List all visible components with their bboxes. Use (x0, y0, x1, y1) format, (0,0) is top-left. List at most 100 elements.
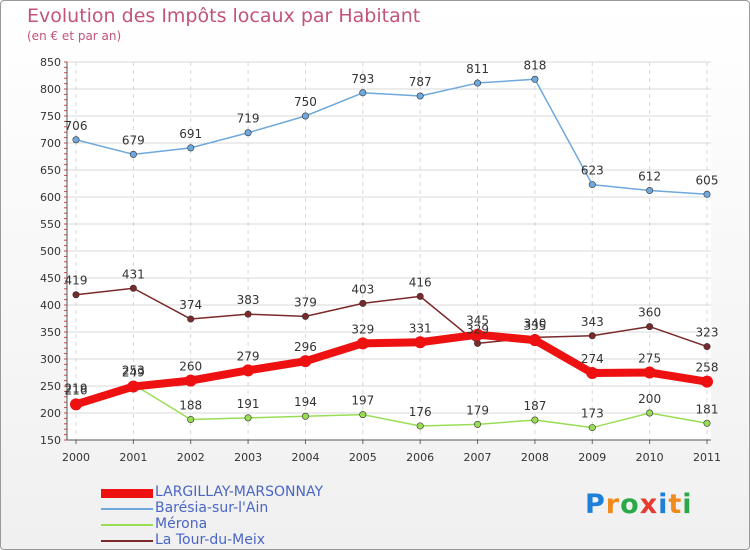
data-point (242, 364, 255, 377)
data-label: 419 (65, 274, 88, 288)
logo-letter: i (658, 489, 669, 520)
x-tick-label: 2005 (349, 451, 377, 464)
data-point (72, 291, 80, 299)
data-point (646, 409, 654, 417)
data-point (531, 416, 539, 424)
y-tick-label: 400 (40, 299, 61, 312)
data-point (301, 312, 309, 320)
data-point (703, 343, 711, 351)
data-point (244, 129, 252, 137)
logo-letter: P (585, 489, 606, 520)
data-label: 279 (237, 349, 260, 363)
legend-swatch (101, 488, 153, 498)
data-label: 188 (179, 398, 202, 412)
x-tick-label: 2006 (406, 451, 434, 464)
chart-subtitle: (en € et par an) (27, 29, 122, 43)
data-label: 260 (179, 360, 202, 374)
data-label: 793 (351, 72, 374, 86)
proxiti-logo: Proxiti (585, 489, 693, 520)
y-tick-label: 200 (40, 407, 61, 420)
data-label: 173 (581, 407, 604, 421)
data-point (474, 420, 482, 428)
data-label: 605 (696, 173, 719, 187)
data-label: 335 (523, 319, 546, 333)
x-tick-label: 2007 (464, 451, 492, 464)
x-tick-label: 2002 (177, 451, 205, 464)
data-label: 329 (351, 322, 374, 336)
data-label: 253 (122, 363, 145, 377)
data-point (184, 374, 197, 387)
data-label: 343 (581, 315, 604, 329)
data-label: 383 (237, 293, 260, 307)
data-point (646, 187, 654, 195)
data-point (531, 75, 539, 83)
logo-letter: r (605, 489, 621, 520)
legend-swatch (101, 524, 153, 526)
data-label: 340 (523, 316, 546, 330)
data-label: 818 (523, 58, 546, 72)
data-point (301, 112, 309, 120)
data-point (187, 315, 195, 323)
data-label: 179 (466, 403, 489, 417)
data-label: 374 (179, 298, 202, 312)
data-label: 331 (409, 321, 432, 335)
data-label: 612 (638, 170, 661, 184)
y-tick-label: 550 (40, 218, 61, 231)
data-label: 345 (466, 314, 489, 328)
x-tick-label: 2009 (578, 451, 606, 464)
y-tick-label: 800 (40, 83, 61, 96)
x-tick-label: 2001 (119, 451, 147, 464)
data-point (129, 284, 137, 292)
legend-label: La Tour-du-Meix (155, 532, 266, 548)
data-label: 623 (581, 164, 604, 178)
x-tick-label: 2000 (62, 451, 90, 464)
data-point (416, 92, 424, 100)
y-tick-label: 750 (40, 110, 61, 123)
y-tick-label: 850 (40, 56, 61, 69)
logo-letter: i (682, 489, 693, 520)
logo-letter: o (620, 489, 640, 520)
data-label: 258 (696, 361, 719, 375)
data-label: 200 (638, 392, 661, 406)
data-point (471, 328, 484, 341)
y-tick-label: 500 (40, 245, 61, 258)
data-point (416, 422, 424, 430)
y-tick-label: 600 (40, 191, 61, 204)
data-label: 191 (237, 397, 260, 411)
data-point (70, 398, 82, 411)
data-label: 431 (122, 267, 145, 281)
y-tick-label: 150 (40, 434, 61, 447)
legend-label: LARGILLAY-MARSONNAY (155, 484, 324, 500)
data-label: 323 (696, 326, 719, 340)
y-tick-label: 650 (40, 164, 61, 177)
data-label: 719 (237, 112, 260, 126)
data-point (244, 310, 252, 318)
x-tick-label: 2011 (693, 451, 721, 464)
legend-swatch (101, 540, 153, 542)
data-point (299, 355, 312, 368)
series-line-3 (75, 287, 708, 348)
data-point (359, 411, 367, 419)
y-tick-label: 350 (40, 326, 61, 339)
series-line-2 (75, 383, 708, 429)
x-tick-label: 2010 (636, 451, 664, 464)
y-tick-label: 300 (40, 353, 61, 366)
data-point (187, 144, 195, 152)
data-label: 329 (466, 322, 489, 336)
data-label: 275 (638, 352, 661, 366)
data-label: 176 (409, 405, 432, 419)
data-point (703, 419, 711, 427)
data-label: 274 (581, 352, 604, 366)
data-point (528, 334, 541, 347)
data-label: 219 (65, 382, 88, 396)
data-label: 811 (466, 62, 489, 76)
series-line-0 (72, 330, 711, 409)
data-point (129, 150, 137, 158)
data-label: 679 (122, 133, 145, 147)
data-point (359, 299, 367, 307)
data-point (301, 412, 309, 420)
data-label: 197 (351, 394, 374, 408)
data-label: 249 (122, 366, 145, 380)
logo-letter: t (668, 489, 683, 520)
